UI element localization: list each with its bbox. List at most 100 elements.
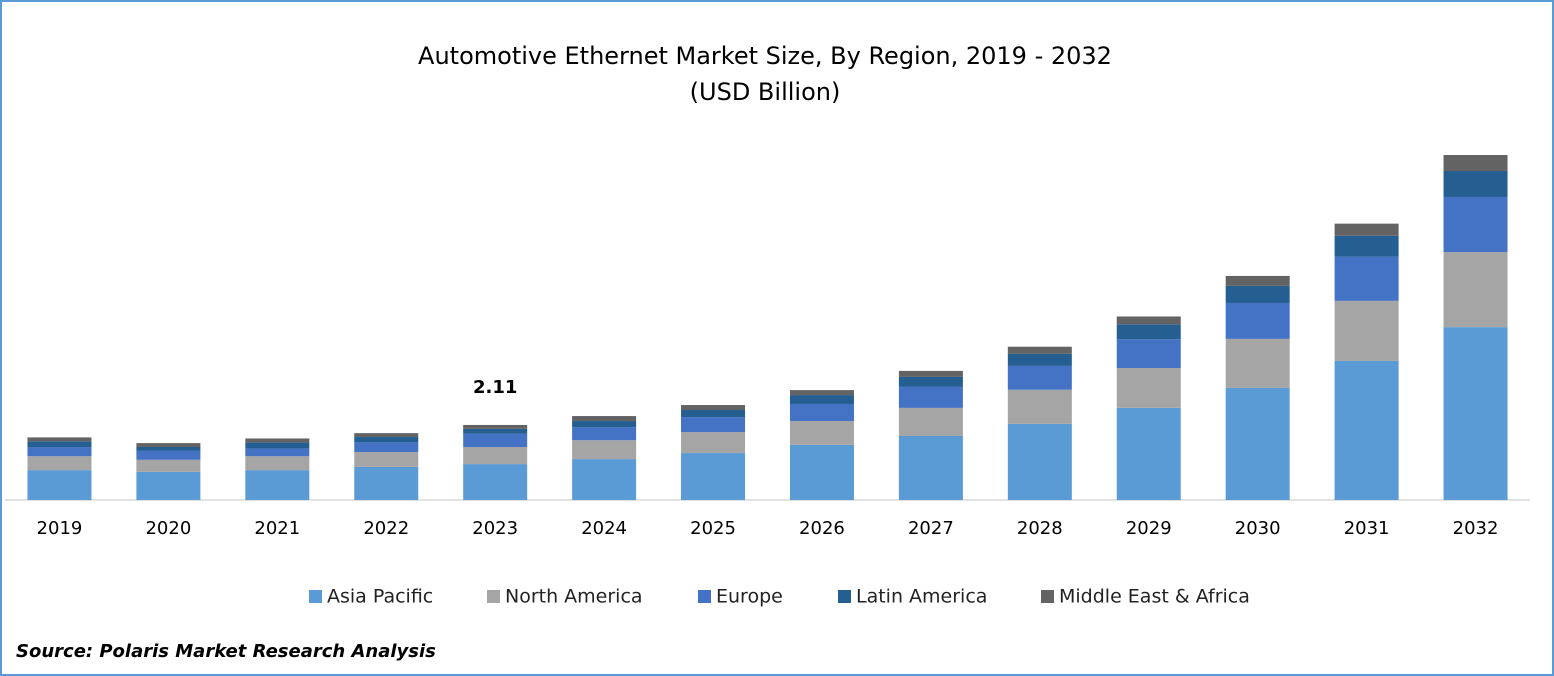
bar-segment [1116, 407, 1181, 500]
bar-segment [1116, 368, 1181, 408]
bar-segment [572, 416, 637, 422]
bar-segment [136, 459, 201, 472]
bar-segment [789, 390, 854, 396]
bar-segment [572, 427, 637, 441]
legend-label: Asia Pacific [327, 586, 433, 608]
bar-segment [1116, 339, 1181, 369]
bar-segment [27, 447, 92, 457]
bar-segment [1225, 387, 1290, 500]
bar-segment [681, 410, 746, 418]
bar-segment [681, 453, 746, 500]
legend-label: Latin America [856, 586, 987, 608]
bar-segment [245, 470, 310, 500]
legend-label: North America [505, 586, 643, 608]
bar-segment [354, 451, 419, 467]
bar-segment [1225, 302, 1290, 339]
bar-segment [1443, 171, 1508, 197]
x-tick-label: 2019 [37, 518, 83, 539]
x-tick-label: 2021 [254, 518, 300, 539]
bar-segment [1225, 338, 1290, 388]
bar-segment [1443, 252, 1508, 328]
bar-segment [245, 448, 310, 457]
bar-segment [1116, 324, 1181, 340]
bar-segment [27, 470, 92, 500]
bar-segment [136, 450, 201, 460]
bar-segment [27, 437, 92, 442]
chart-title: Automotive Ethernet Market Size, By Regi… [418, 42, 1112, 70]
bar-segment [463, 428, 528, 434]
bar-segment [789, 421, 854, 445]
legend-swatch [487, 590, 500, 603]
bar-segment [572, 459, 637, 500]
source-note: Source: Polaris Market Research Analysis [16, 641, 436, 662]
x-tick-label: 2024 [581, 518, 627, 539]
bar-segment [1007, 389, 1072, 424]
bar-segment [1443, 155, 1508, 172]
bar-segment [898, 386, 963, 408]
x-tick-label: 2026 [799, 518, 845, 539]
bar-segment [1225, 275, 1290, 286]
bar-segment [1334, 360, 1399, 500]
bar-segment [1007, 346, 1072, 354]
x-tick-label: 2023 [472, 518, 518, 539]
bar-segment [681, 417, 746, 433]
bar-segment [1334, 256, 1399, 301]
bar-segment [354, 433, 419, 438]
bar-segment [463, 424, 528, 429]
bar-segment [245, 438, 310, 443]
bar-segment [789, 444, 854, 500]
bar-segment [789, 395, 854, 404]
bar-segment [463, 447, 528, 465]
legend-label: Europe [716, 586, 783, 608]
bar-segment [681, 405, 746, 411]
bar-segment [136, 443, 201, 448]
bar-segment [681, 432, 746, 454]
bar-segment [1007, 423, 1072, 500]
bar-segment [27, 441, 92, 448]
bar-segment [898, 407, 963, 436]
bar-segment [898, 376, 963, 387]
bar-segment [245, 456, 310, 471]
bar-segment [354, 437, 419, 443]
bar-segment [1007, 353, 1072, 366]
legend-label: Middle East & Africa [1059, 586, 1250, 608]
legend-swatch [1041, 590, 1054, 603]
bar-segment [1334, 300, 1399, 361]
bar-segment [572, 440, 637, 460]
x-tick-label: 2030 [1235, 518, 1281, 539]
bar-segment [1225, 285, 1290, 303]
bar-segment [354, 466, 419, 500]
bar-segment [354, 442, 419, 452]
bar-segment [1334, 235, 1399, 257]
x-tick-label: 2020 [145, 518, 191, 539]
x-tick-label: 2032 [1453, 518, 1499, 539]
bar-segment [1443, 327, 1508, 500]
x-tick-label: 2029 [1126, 518, 1172, 539]
total-label: 2.11 [473, 377, 517, 398]
bar-segment [898, 370, 963, 377]
bar-segment [572, 421, 637, 428]
bar-segment [898, 435, 963, 500]
legend-swatch [698, 590, 711, 603]
bar-segment [136, 471, 201, 500]
bar-segment [1443, 196, 1508, 253]
bar-segment [463, 464, 528, 500]
bar-segment [463, 433, 528, 448]
bar-segment [1334, 223, 1399, 236]
bar-segment [136, 447, 201, 451]
bar-segment [1116, 316, 1181, 325]
x-tick-label: 2022 [363, 518, 409, 539]
bar-segment [1007, 365, 1072, 390]
x-tick-label: 2028 [1017, 518, 1063, 539]
x-tick-label: 2031 [1344, 518, 1390, 539]
legend-swatch [309, 590, 322, 603]
legend-swatch [838, 590, 851, 603]
bar-segment [789, 403, 854, 422]
x-tick-label: 2027 [908, 518, 954, 539]
bar-segment [27, 456, 92, 471]
bar-segment [245, 442, 310, 449]
x-tick-label: 2025 [690, 518, 736, 539]
chart-subtitle: (USD Billion) [690, 78, 841, 106]
